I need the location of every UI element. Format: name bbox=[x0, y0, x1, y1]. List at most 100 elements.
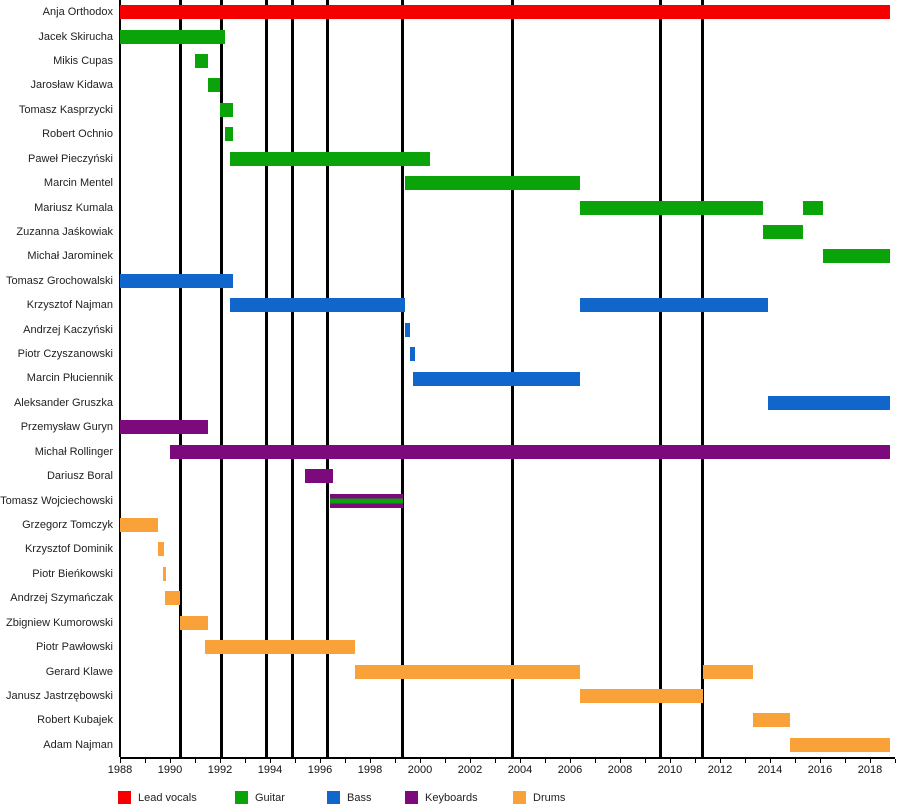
legend-item-bass: Bass bbox=[327, 790, 371, 805]
timeline-bar-keyboards bbox=[330, 493, 403, 508]
timeline-bar-vocals bbox=[120, 5, 890, 20]
axis-year-label: 1990 bbox=[157, 764, 183, 776]
timeline-bar-bass bbox=[767, 395, 890, 410]
axis-tick bbox=[645, 759, 646, 763]
timeline-bar-drums bbox=[205, 640, 355, 655]
member-label: Dariusz Boral bbox=[46, 470, 113, 483]
timeline-bar-keyboards bbox=[120, 420, 208, 435]
member-label: Przemysław Guryn bbox=[20, 421, 113, 434]
axis-year-label: 1996 bbox=[307, 764, 333, 776]
drums-swatch-icon bbox=[513, 791, 526, 804]
axis-tick bbox=[420, 759, 421, 763]
member-label: Andrzej Szymańczak bbox=[10, 592, 113, 605]
axis-tick bbox=[395, 759, 396, 763]
axis-tick bbox=[370, 759, 371, 763]
legend-item-drums: Drums bbox=[513, 790, 565, 805]
album-marker-line bbox=[291, 0, 294, 757]
member-label: Jarosław Kidawa bbox=[30, 79, 113, 92]
axis-year-label: 2008 bbox=[607, 764, 633, 776]
timeline-bar-guitar bbox=[220, 102, 233, 117]
axis-tick bbox=[520, 759, 521, 763]
axis-tick bbox=[595, 759, 596, 763]
member-label: Tomasz Grochowalski bbox=[6, 274, 113, 287]
y-axis-line bbox=[119, 0, 121, 757]
member-label: Krzysztof Dominik bbox=[24, 543, 113, 556]
timeline-bar-drums bbox=[165, 591, 180, 606]
axis-year-label: 2010 bbox=[657, 764, 683, 776]
axis-year-label: 2000 bbox=[407, 764, 433, 776]
axis-tick bbox=[870, 759, 871, 763]
axis-year-label: 2012 bbox=[707, 764, 733, 776]
axis-tick bbox=[295, 759, 296, 763]
member-label: Mikis Cupas bbox=[53, 55, 113, 68]
axis-tick bbox=[670, 759, 671, 763]
member-label: Robert Ochnio bbox=[42, 128, 113, 141]
legend-label: Bass bbox=[347, 791, 372, 804]
vocals-swatch-icon bbox=[118, 791, 131, 804]
axis-tick bbox=[220, 759, 221, 763]
timeline-bar-bass bbox=[412, 371, 580, 386]
legend-label: Drums bbox=[533, 791, 566, 804]
axis-year-label: 2002 bbox=[457, 764, 483, 776]
timeline-bar-drums bbox=[580, 688, 703, 703]
album-marker-line bbox=[326, 0, 329, 757]
legend-item-keyboards: Keyboards bbox=[405, 790, 478, 805]
legend-label: Guitar bbox=[255, 791, 285, 804]
member-label: Grzegorz Tomczyk bbox=[22, 519, 113, 531]
legend-item-vocals: Lead vocals bbox=[118, 790, 197, 805]
timeline-bar-drums bbox=[180, 615, 208, 630]
member-label: Aleksander Gruszka bbox=[13, 396, 113, 409]
member-label: Anja Orthodox bbox=[42, 6, 113, 19]
timeline-bar-bass bbox=[230, 298, 405, 313]
timeline-plot-area: Anja Orthodox Jacek Skirucha Mikis Cupas Ja… bbox=[0, 0, 890, 757]
timeline-bar-guitar bbox=[195, 54, 208, 69]
axis-tick bbox=[270, 759, 271, 763]
legend-label: Keyboards bbox=[425, 791, 478, 804]
timeline-bar-bass bbox=[120, 273, 233, 288]
member-label: Michał Rollinger bbox=[34, 445, 113, 458]
timeline-bar-bass bbox=[580, 298, 768, 313]
timeline-bar-keyboards bbox=[170, 444, 890, 459]
timeline-bar-drums bbox=[702, 664, 753, 679]
axis-year-label: 2018 bbox=[857, 764, 883, 776]
axis-year-label: 1998 bbox=[357, 764, 383, 776]
timeline-bar-drums bbox=[752, 713, 790, 728]
axis-year-label: 1988 bbox=[107, 764, 133, 776]
timeline-bar-guitar bbox=[762, 224, 803, 239]
member-label: Marcin Mentel bbox=[43, 177, 113, 190]
member-label: Mariusz Kumala bbox=[34, 201, 113, 214]
axis-year-label: 2004 bbox=[507, 764, 533, 776]
axis-tick bbox=[495, 759, 496, 763]
axis-tick bbox=[620, 759, 621, 763]
timeline-bar-guitar bbox=[822, 249, 890, 264]
axis-tick bbox=[845, 759, 846, 763]
timeline-bar-guitar bbox=[207, 78, 220, 93]
member-label: Krzysztof Najman bbox=[26, 299, 113, 312]
legend: Lead vocals Guitar Bass Keyboards Drums bbox=[0, 790, 900, 808]
legend-item-guitar: Guitar bbox=[235, 790, 285, 805]
bass-swatch-icon bbox=[327, 791, 340, 804]
timeline-bar-guitar bbox=[120, 29, 225, 44]
axis-tick bbox=[245, 759, 246, 763]
member-label: Piotr Czyszanowski bbox=[17, 348, 113, 361]
album-marker-line bbox=[701, 0, 704, 757]
member-label: Michał Jarominek bbox=[27, 250, 113, 263]
timeline-bar-drums bbox=[120, 518, 158, 533]
member-label: Marcin Płuciennik bbox=[26, 372, 113, 385]
timeline-bar-guitar bbox=[225, 127, 233, 142]
axis-year-label: 2006 bbox=[557, 764, 583, 776]
timeline-bar-drums bbox=[355, 664, 580, 679]
member-label: Robert Kubajek bbox=[37, 714, 113, 727]
axis-tick bbox=[770, 759, 771, 763]
guitar-swatch-icon bbox=[235, 791, 248, 804]
axis-tick bbox=[695, 759, 696, 763]
member-label: Piotr Pawłowski bbox=[35, 641, 113, 654]
album-marker-line bbox=[264, 0, 268, 757]
timeline-bar-keyboards bbox=[305, 469, 333, 484]
album-marker-line bbox=[658, 0, 662, 757]
axis-tick bbox=[170, 759, 171, 763]
timeline-bar-drums bbox=[162, 566, 167, 581]
member-label: Adam Najman bbox=[43, 738, 113, 751]
axis-tick bbox=[195, 759, 196, 763]
